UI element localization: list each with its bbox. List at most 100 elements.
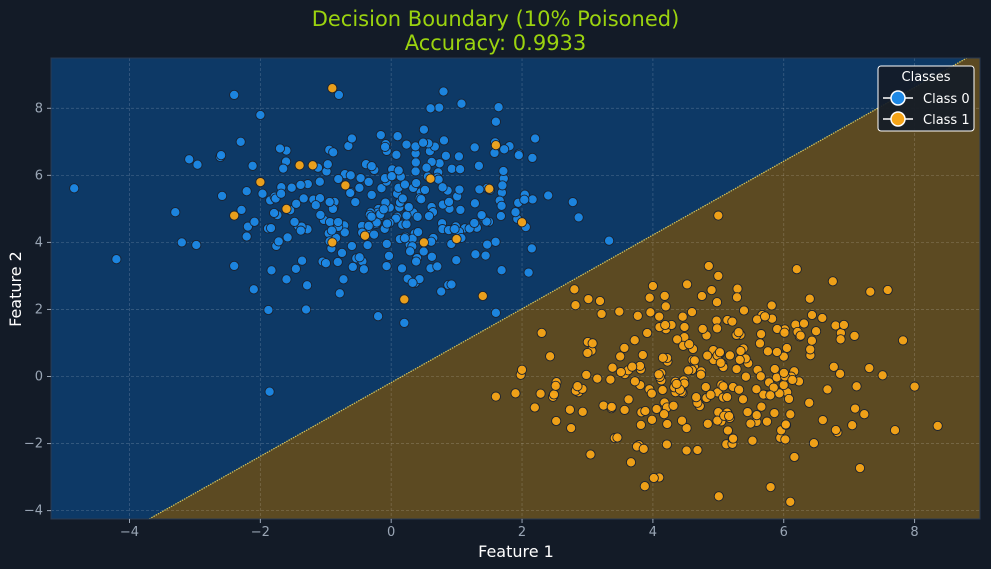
data-point-class-0 (345, 170, 356, 181)
data-point-class-1 (583, 294, 594, 305)
plot-frame (50, 57, 981, 520)
data-point-class-1 (536, 327, 547, 338)
data-point-class-0 (217, 190, 228, 201)
data-point-class-0 (338, 274, 349, 285)
data-point-class-1 (662, 418, 673, 430)
data-point-class-1 (477, 290, 488, 302)
data-point-class-0 (376, 183, 387, 194)
data-point-class-1 (756, 329, 767, 340)
data-point-class-0 (396, 263, 408, 274)
legend[interactable]: Classes Class 0 Class 1 (877, 65, 975, 132)
data-point-class-0 (320, 258, 331, 269)
data-point-class-1 (327, 83, 338, 94)
data-point-class-1 (490, 391, 501, 402)
data-point-class-0 (419, 184, 431, 195)
legend-title: Classes (902, 70, 951, 85)
data-point-class-0 (265, 223, 277, 234)
data-point-class-0 (297, 255, 308, 266)
data-point-class-0 (291, 198, 302, 209)
data-point-class-1 (566, 423, 577, 434)
data-point-class-0 (184, 154, 195, 165)
data-point-class-1 (712, 323, 723, 334)
data-point-class-0 (378, 204, 389, 215)
data-point-class-0 (354, 182, 365, 193)
data-point-class-0 (295, 225, 306, 236)
data-point-class-0 (405, 246, 416, 257)
legend-item-class-0[interactable]: Class 0 (883, 90, 970, 107)
data-point-class-1 (619, 342, 630, 353)
data-point-class-0 (455, 204, 466, 215)
legend-item-class-1[interactable]: Class 1 (883, 111, 970, 128)
data-point-class-0 (333, 89, 344, 100)
data-point-class-1 (780, 419, 791, 430)
data-point-class-1 (689, 355, 700, 366)
data-point-class-0 (302, 280, 313, 291)
data-point-class-0 (346, 133, 357, 144)
data-point-class-1 (851, 381, 862, 392)
data-point-class-0 (473, 160, 484, 171)
data-point-class-0 (399, 179, 410, 190)
data-point-class-1 (718, 381, 729, 392)
data-point-class-0 (403, 202, 414, 213)
data-point-class-0 (324, 196, 335, 208)
data-point-class-1 (307, 160, 318, 171)
data-point-class-0 (469, 198, 480, 209)
data-point-class-1 (909, 381, 920, 392)
data-point-class-1 (865, 286, 876, 297)
data-point-class-1 (691, 392, 702, 403)
data-point-class-0 (336, 247, 348, 258)
data-point-class-1 (582, 347, 593, 359)
data-point-class-1 (755, 371, 766, 382)
data-point-class-1 (847, 420, 858, 431)
data-point-class-1 (822, 384, 833, 395)
data-point-class-1 (255, 177, 266, 188)
data-point-class-1 (754, 338, 766, 349)
data-point-class-1 (722, 392, 733, 403)
x-tick-label: 8 (910, 525, 918, 540)
data-point-class-0 (269, 207, 280, 219)
data-point-class-0 (345, 187, 356, 199)
data-point-class-1 (657, 384, 668, 396)
data-point-class-1 (787, 374, 798, 385)
data-point-class-1 (722, 425, 733, 436)
data-point-class-1 (713, 491, 724, 502)
data-point-class-1 (607, 362, 618, 373)
data-point-class-1 (682, 279, 693, 290)
data-point-class-0 (432, 261, 443, 272)
data-point-class-0 (519, 194, 530, 205)
data-point-class-0 (255, 109, 266, 121)
data-point-class-0 (386, 171, 397, 182)
data-point-class-0 (469, 217, 480, 229)
data-point-class-1 (651, 403, 662, 415)
data-point-class-1 (804, 293, 815, 304)
data-point-class-1 (761, 416, 773, 427)
data-point-class-1 (766, 300, 777, 311)
data-point-class-1 (551, 415, 562, 427)
data-point-class-0 (410, 166, 421, 177)
data-point-class-1 (692, 444, 703, 456)
data-point-class-0 (334, 288, 345, 299)
data-point-class-1 (734, 354, 745, 365)
data-point-class-0 (482, 239, 493, 250)
data-point-class-1 (681, 445, 692, 456)
data-point-class-1 (769, 363, 780, 375)
x-axis-label: Feature 1 (478, 542, 554, 561)
data-point-class-1 (798, 318, 810, 329)
data-point-class-0 (530, 133, 541, 144)
data-point-class-1 (835, 368, 846, 379)
data-point-class-0 (191, 239, 202, 251)
data-point-class-1 (642, 327, 653, 339)
data-point-class-1 (529, 402, 540, 413)
data-point-class-1 (627, 361, 638, 372)
data-point-class-1 (737, 394, 749, 405)
data-point-class-1 (676, 415, 688, 426)
data-point-class-0 (347, 261, 358, 272)
data-point-class-1 (769, 408, 780, 419)
data-point-class-0 (418, 137, 429, 148)
data-point-class-1 (451, 233, 462, 245)
data-point-class-1 (805, 344, 816, 355)
data-point-class-1 (418, 237, 429, 248)
data-point-class-1 (425, 173, 436, 184)
region-class-1 (149, 58, 981, 519)
